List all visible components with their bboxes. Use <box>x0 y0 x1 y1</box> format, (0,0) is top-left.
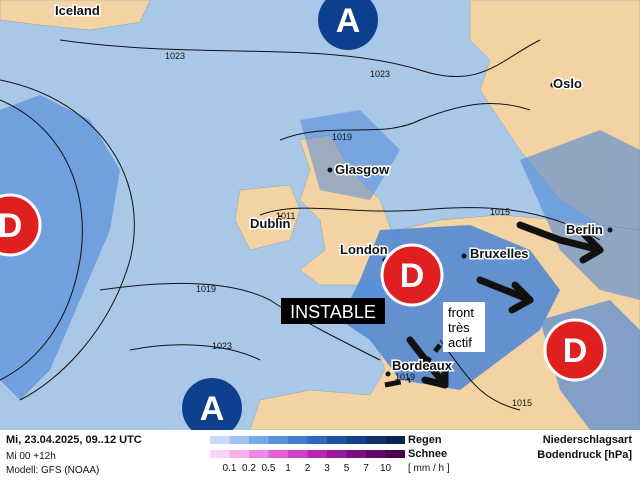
city-label: Oslo <box>553 76 582 91</box>
snow-swatch <box>346 450 366 458</box>
low-label: D <box>563 332 588 370</box>
snow-swatch <box>327 450 347 458</box>
rain-swatch <box>210 436 230 444</box>
rain-swatch <box>327 436 347 444</box>
isobar-label: 1019 <box>332 132 352 142</box>
rain-swatch <box>307 436 327 444</box>
snow-swatch <box>366 450 386 458</box>
low-label: D <box>0 207 22 245</box>
rain-swatch <box>229 436 249 444</box>
city-label: Glasgow <box>335 162 390 177</box>
annotation-box <box>443 302 485 352</box>
isobar-label: 1023 <box>212 341 232 351</box>
scale-label: 2 <box>305 463 311 474</box>
isobar-label: 1019 <box>395 372 415 382</box>
scale-label: 0.5 <box>262 463 276 474</box>
scale-label: 0.2 <box>242 463 256 474</box>
low-label: D <box>400 257 425 295</box>
city-label: Bruxelles <box>470 246 529 261</box>
city-dots <box>277 82 613 377</box>
snow-swatch <box>288 450 308 458</box>
legend-date: Mi, 23.04.2025, 09..12 UTC <box>6 434 142 446</box>
annotation: très <box>448 320 470 335</box>
legend-run: Mi 00 +12h <box>6 451 56 462</box>
scale-label: 7 <box>363 463 369 474</box>
legend-pressure-title: Bodendruck [hPa] <box>537 449 632 461</box>
scale-label: 10 <box>380 463 392 474</box>
annotation: INSTABLE <box>290 302 376 322</box>
rain-swatch <box>288 436 308 444</box>
scale-label: 5 <box>344 463 350 474</box>
high-label: A <box>336 2 361 40</box>
annotation: actif <box>448 335 472 350</box>
rain-swatch <box>249 436 269 444</box>
snow-swatch <box>385 450 405 458</box>
legend-ramp: 0.1 0.2 0.5 1 2 3 5 7 10 <box>210 436 405 474</box>
isobar-label: 1019 <box>196 284 216 294</box>
city-label: Dublin <box>250 216 290 231</box>
rain-swatch <box>385 436 405 444</box>
pressure-centers: A D D D A <box>0 0 607 438</box>
rain-swatch <box>268 436 288 444</box>
snow-swatch <box>249 450 269 458</box>
isobar-label: 1011 <box>276 211 295 221</box>
city-label: Iceland <box>55 3 100 18</box>
high-label: A <box>200 390 225 428</box>
legend-snow: Schnee <box>408 448 447 460</box>
snow-swatch <box>307 450 327 458</box>
scale-label: 1 <box>285 463 291 474</box>
scale-label: 0.1 <box>223 463 237 474</box>
isobar-label: 1015 <box>512 398 532 408</box>
snow-swatch <box>210 450 230 458</box>
legend-model: Modell: GFS (NOAA) <box>6 465 99 476</box>
isobar-label: 1023 <box>165 51 185 61</box>
rain-swatch <box>346 436 366 444</box>
isobar-label: 1023 <box>370 69 390 79</box>
annotation-box <box>281 298 385 324</box>
arrows <box>406 221 604 389</box>
isobar-label: 1015 <box>490 207 510 217</box>
annotation: front <box>448 305 474 320</box>
snow-swatch <box>268 450 288 458</box>
city-label: Berlin <box>566 222 603 237</box>
rain-swatch <box>366 436 386 444</box>
city-label: London <box>340 242 388 257</box>
city-label: Bordeaux <box>392 358 453 373</box>
isobars <box>0 39 601 411</box>
scale-label: 3 <box>324 463 330 474</box>
legend-type-title: Niederschlagsart <box>543 434 633 446</box>
snow-swatch <box>229 450 249 458</box>
legend-rain: Regen <box>408 434 442 446</box>
legend-unit: [ mm / h ] <box>408 463 450 474</box>
